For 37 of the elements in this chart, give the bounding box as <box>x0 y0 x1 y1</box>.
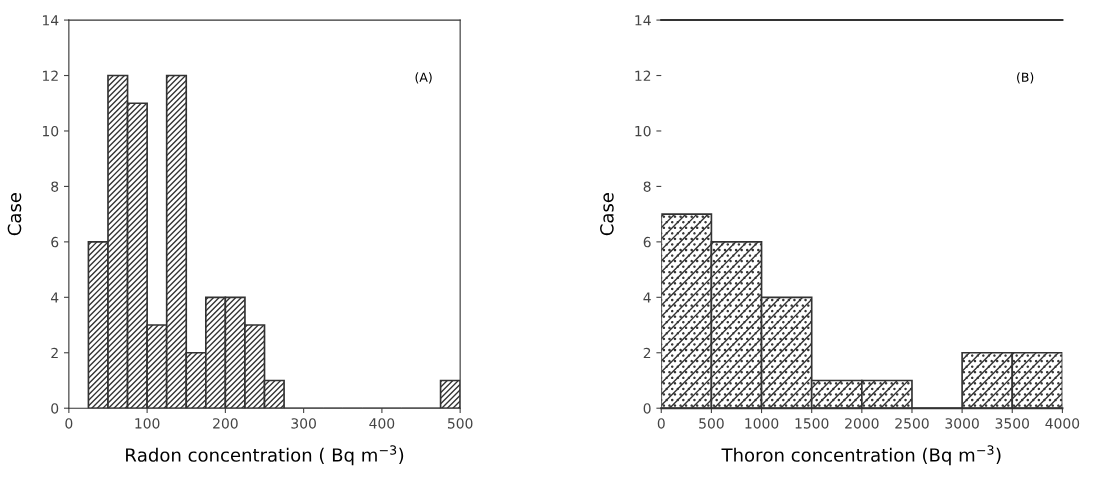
x-axis-title: Thoron concentration (Bq m$^{−3}$) <box>721 445 1001 466</box>
y-tick-label: 0 <box>643 403 651 414</box>
x-tick-label: 500 <box>699 418 724 429</box>
y-tick-label: 12 <box>635 70 651 81</box>
x-tick-label: 2000 <box>845 418 879 429</box>
x-tick-label: 1000 <box>745 418 779 429</box>
y-tick-label: 0 <box>51 403 59 414</box>
x-tick-label: 100 <box>135 418 160 429</box>
x-tick-label: 3000 <box>945 418 979 429</box>
x-tick-label: 0 <box>65 418 73 429</box>
x-axis-title: Radon concentration ( Bq m$^{−3}$) <box>126 445 404 466</box>
y-tick-label: 14 <box>42 15 59 26</box>
y-tick-label: 8 <box>51 181 59 192</box>
y-tick-label: 2 <box>643 347 651 359</box>
y-axis-title: Case <box>7 193 22 236</box>
y-tick-label: 2 <box>51 347 58 359</box>
y-tick-label: 10 <box>42 125 59 137</box>
x-tick-label: 2500 <box>895 418 929 429</box>
x-tick-label: 1500 <box>795 418 829 429</box>
y-tick-label: 10 <box>635 125 651 137</box>
y-tick-label: 12 <box>42 70 58 81</box>
y-tick-label: 14 <box>635 15 651 26</box>
x-tick-label: 4000 <box>1045 418 1080 429</box>
x-tick-label: 200 <box>213 418 238 429</box>
x-tick-label: 3500 <box>995 418 1030 429</box>
x-tick-label: 400 <box>369 418 395 429</box>
y-tick-label: 4 <box>643 292 651 303</box>
annotation: (A) <box>415 72 432 84</box>
x-tick-label: 500 <box>447 418 473 429</box>
y-tick-label: 8 <box>643 181 651 192</box>
y-tick-label: 4 <box>50 292 59 303</box>
x-tick-label: 300 <box>291 418 316 429</box>
y-tick-label: 6 <box>643 236 651 248</box>
y-axis-title: Case <box>600 193 614 236</box>
x-tick-label: 0 <box>657 418 665 429</box>
annotation: (B) <box>1017 72 1034 84</box>
y-tick-label: 6 <box>51 236 59 248</box>
